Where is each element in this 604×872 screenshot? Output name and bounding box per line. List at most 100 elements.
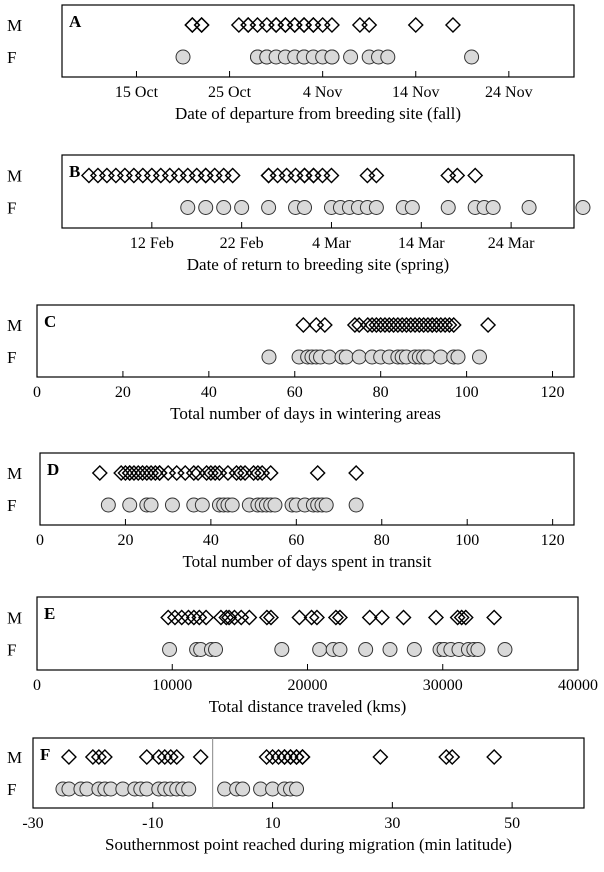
x-axis-label: Total distance traveled (kms) bbox=[209, 697, 407, 716]
point-m bbox=[241, 609, 258, 626]
point-m bbox=[276, 749, 293, 765]
point-f bbox=[433, 349, 449, 365]
point-f bbox=[162, 642, 178, 657]
point-m bbox=[346, 317, 363, 333]
panel-frame bbox=[32, 737, 585, 809]
point-m bbox=[268, 17, 285, 33]
point-m bbox=[277, 17, 294, 33]
point-f bbox=[358, 642, 374, 657]
panel-label: F bbox=[40, 745, 50, 764]
x-tick-label: 20 bbox=[117, 532, 133, 549]
x-tick-label: 10 bbox=[265, 815, 281, 832]
point-f bbox=[261, 200, 277, 215]
point-m bbox=[331, 609, 348, 626]
x-tick-label: 120 bbox=[541, 532, 565, 549]
point-m bbox=[286, 17, 303, 33]
point-m bbox=[168, 749, 185, 765]
point-f bbox=[471, 349, 487, 365]
point-m bbox=[457, 609, 474, 626]
panel-label: D bbox=[47, 460, 59, 479]
point-m bbox=[91, 465, 108, 481]
panel-a: A 15 Oct 25 Oct 4 Nov 14 Nov 24 Nov Date of de… bbox=[7, 4, 575, 123]
point-m bbox=[125, 167, 142, 184]
point-m bbox=[89, 167, 106, 184]
point-m bbox=[291, 609, 308, 626]
point-m bbox=[453, 609, 470, 626]
x-tick-label: 80 bbox=[373, 384, 389, 401]
point-m bbox=[440, 167, 457, 184]
x-tick-label: 40 bbox=[203, 532, 219, 549]
x-tick-label: 100 bbox=[455, 532, 479, 549]
x-tick-label: 30000 bbox=[423, 677, 463, 694]
x-tick-label: 24 Nov bbox=[485, 84, 533, 101]
x-tick-label: 0 bbox=[36, 532, 44, 549]
point-m bbox=[260, 167, 277, 184]
point-f bbox=[312, 642, 328, 657]
series-label-f: F bbox=[7, 496, 16, 515]
point-m bbox=[438, 749, 455, 765]
point-f bbox=[380, 49, 396, 65]
point-f bbox=[406, 642, 422, 657]
point-f bbox=[143, 497, 159, 513]
point-m bbox=[160, 609, 177, 626]
point-m bbox=[486, 749, 503, 765]
point-f bbox=[216, 200, 232, 215]
point-f bbox=[332, 642, 348, 657]
point-m bbox=[296, 17, 313, 33]
point-m bbox=[314, 17, 331, 33]
point-m bbox=[185, 465, 202, 481]
point-m bbox=[191, 609, 208, 626]
panel-frame bbox=[36, 304, 575, 378]
series-label-f: F bbox=[7, 199, 16, 218]
x-tick-label: 4 Nov bbox=[303, 84, 343, 101]
point-f bbox=[470, 642, 486, 657]
point-m bbox=[161, 167, 178, 184]
x-tick-label: 10000 bbox=[152, 677, 192, 694]
point-f bbox=[180, 200, 196, 215]
point-m bbox=[296, 167, 313, 184]
point-m bbox=[184, 17, 201, 33]
point-m bbox=[286, 17, 303, 33]
point-m bbox=[221, 609, 238, 626]
point-f bbox=[324, 49, 340, 65]
point-m bbox=[162, 749, 179, 765]
x-tick-label: -30 bbox=[22, 815, 43, 832]
point-m bbox=[185, 609, 202, 626]
point-m bbox=[206, 167, 223, 184]
point-m bbox=[314, 167, 331, 184]
panel-label: A bbox=[69, 12, 82, 31]
x-tick-label: 22 Feb bbox=[220, 235, 264, 252]
point-m bbox=[228, 465, 245, 481]
point-m bbox=[277, 17, 294, 33]
point-m bbox=[449, 167, 466, 184]
point-m bbox=[449, 609, 466, 626]
series-label-f: F bbox=[7, 641, 16, 660]
point-m bbox=[323, 167, 340, 184]
x-axis-label: Date of return to breeding site (spring) bbox=[187, 255, 449, 274]
panel-f: F -30 -10 10 30 50 Southernmost point reached … bbox=[7, 737, 585, 854]
point-m bbox=[230, 17, 247, 33]
point-m bbox=[262, 609, 279, 626]
point-m bbox=[143, 167, 160, 184]
x-tick-label: 14 Nov bbox=[392, 84, 440, 101]
point-m bbox=[193, 17, 210, 33]
point-f bbox=[261, 349, 277, 365]
point-m bbox=[60, 749, 77, 765]
series-label-f: F bbox=[7, 348, 16, 367]
point-m bbox=[215, 167, 232, 184]
point-m bbox=[348, 465, 365, 481]
point-m bbox=[138, 749, 155, 765]
point-m bbox=[361, 17, 378, 33]
point-m bbox=[166, 609, 183, 626]
point-m bbox=[308, 609, 325, 626]
point-m bbox=[90, 749, 107, 765]
point-m bbox=[395, 609, 412, 626]
x-tick-label: 30 bbox=[384, 815, 400, 832]
point-m bbox=[444, 749, 461, 765]
point-m bbox=[116, 167, 133, 184]
point-m bbox=[486, 609, 503, 626]
x-tick-label: 40000 bbox=[558, 677, 598, 694]
point-m bbox=[296, 17, 313, 33]
point-f bbox=[343, 49, 359, 65]
